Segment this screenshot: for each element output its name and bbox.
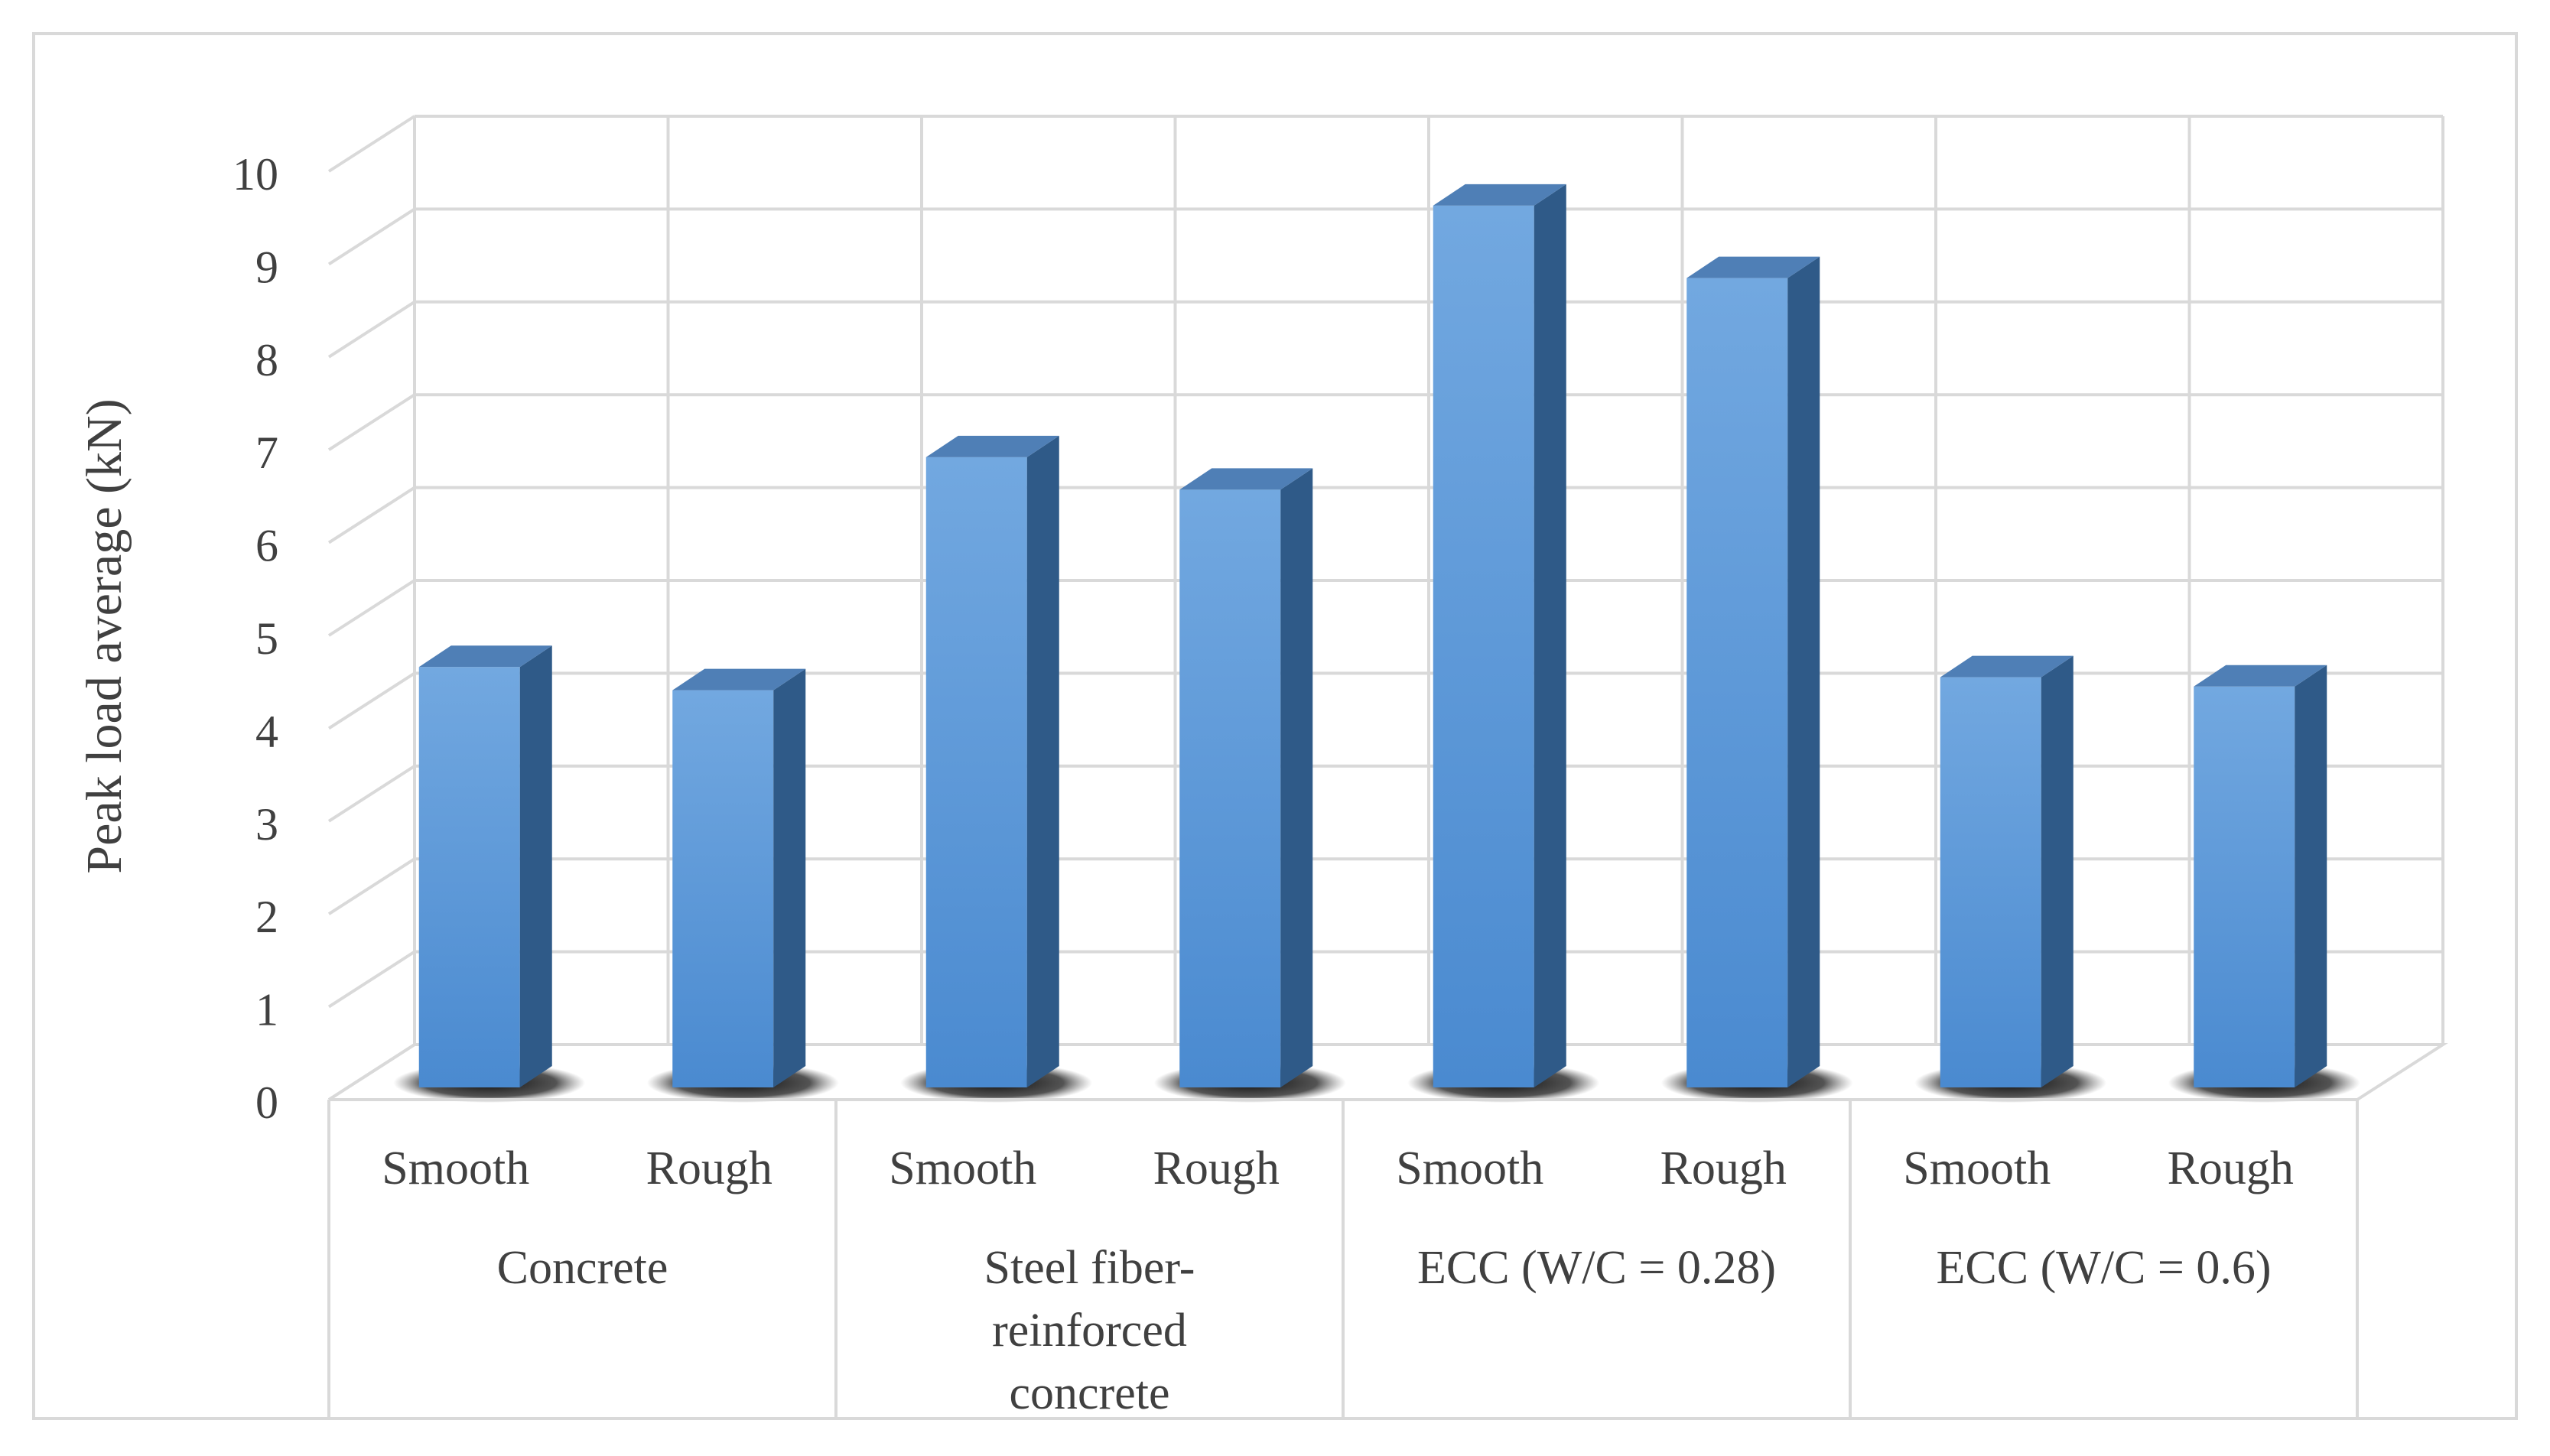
side-gridline <box>327 857 416 915</box>
side-gridline <box>327 765 416 823</box>
y-tick-label: 7 <box>255 427 278 478</box>
bar-side <box>1026 435 1059 1087</box>
bar-side <box>1787 256 1820 1087</box>
bar <box>2168 665 2360 1103</box>
y-tick-label: 6 <box>255 521 278 571</box>
bar-front <box>1433 205 1534 1088</box>
y-tick-label: 5 <box>255 613 278 664</box>
bar-front <box>1686 278 1788 1087</box>
floor-outline <box>327 1043 2448 1101</box>
bar-front <box>1179 489 1281 1087</box>
group-label: Concrete <box>497 1242 668 1294</box>
y-axis-title: Peak load average (kN) <box>76 398 132 873</box>
bar-front <box>2194 686 2295 1087</box>
x-tick-label: Smooth <box>1396 1142 1543 1194</box>
y-axis: 0 1 2 3 4 5 6 7 8 9 10 <box>233 149 278 1128</box>
y-tick-label: 8 <box>255 335 278 385</box>
bar-front <box>925 457 1027 1087</box>
bar <box>646 668 839 1103</box>
bar-side <box>1534 184 1566 1088</box>
side-gridline <box>327 207 416 266</box>
bar-front <box>418 667 520 1087</box>
bar <box>1153 468 1346 1103</box>
bar-top <box>1686 256 1820 278</box>
bar-side <box>2295 665 2327 1087</box>
x-axis: Smooth Rough Smooth Rough Smooth Rough Smooth R… <box>327 1098 2359 1419</box>
bar-top <box>1433 184 1566 206</box>
group-label: ECC (W/C = 0.28) <box>1417 1242 1776 1294</box>
side-gridline <box>327 950 416 1009</box>
bar-top <box>1179 468 1313 490</box>
bar <box>393 645 586 1103</box>
bar <box>1407 184 1600 1103</box>
bar-top <box>1940 655 2074 678</box>
x-tick-label: Rough <box>1660 1142 1787 1194</box>
side-gridline <box>327 579 416 637</box>
bar <box>1914 655 2107 1103</box>
x-tick-label: Rough <box>646 1142 772 1194</box>
side-gridline <box>327 671 416 730</box>
bar-top <box>418 645 552 668</box>
y-tick-label: 0 <box>255 1077 278 1128</box>
x-tick-label: Rough <box>2168 1142 2294 1194</box>
x-tick-label: Rough <box>1153 1142 1280 1194</box>
group-label: ECC (W/C = 0.6) <box>1937 1242 2272 1294</box>
side-gridline <box>327 393 416 451</box>
bar-side <box>519 645 552 1087</box>
bar-front <box>672 690 774 1087</box>
y-tick-label: 10 <box>233 149 278 200</box>
side-gridline <box>327 115 416 173</box>
y-tick-label: 3 <box>255 799 278 850</box>
side-gridline <box>327 486 416 544</box>
x-tick-label: Smooth <box>382 1142 529 1194</box>
bar-side <box>2041 655 2074 1087</box>
bar-side <box>1280 468 1313 1087</box>
bar-top <box>2194 665 2327 687</box>
bar-front <box>1940 677 2041 1087</box>
y-tick-label: 4 <box>255 706 278 756</box>
bars <box>393 184 2360 1103</box>
bar-top <box>672 668 806 691</box>
bar <box>900 435 1093 1103</box>
bar-side <box>773 668 806 1087</box>
side-gridline <box>327 301 416 359</box>
group-label: Steel fiber-reinforced concrete <box>984 1242 1195 1419</box>
bar-top <box>925 435 1059 457</box>
x-tick-label: Smooth <box>889 1142 1036 1194</box>
y-tick-label: 1 <box>255 985 278 1035</box>
y-tick-label: 2 <box>255 892 278 942</box>
x-tick-label: Smooth <box>1903 1142 2051 1194</box>
y-tick-label: 9 <box>255 242 278 292</box>
bar <box>1660 256 1853 1103</box>
